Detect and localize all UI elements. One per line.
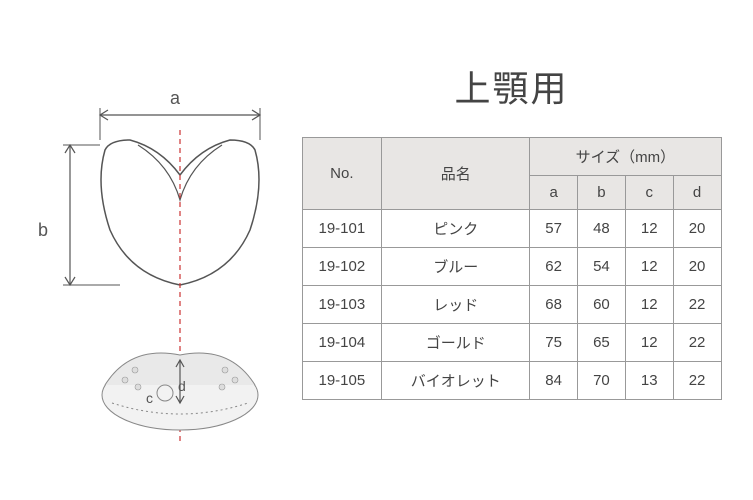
th-no: No. [302, 138, 382, 210]
cell-a: 68 [530, 286, 578, 324]
dim-label-d: d [178, 378, 186, 394]
size-table: No. 品名 サイズ（mm） a b c d 19-101ピンク57481220… [302, 137, 722, 400]
cell-a: 57 [530, 210, 578, 248]
th-name: 品名 [382, 138, 530, 210]
cell-b: 48 [578, 210, 626, 248]
th-b: b [578, 176, 626, 210]
table-panel: 上顎用 No. 品名 サイズ（mm） a b c d 19-101ピンク5748… [300, 0, 753, 500]
dim-label-b: b [38, 220, 48, 241]
diagram-panel: a b c d [0, 0, 300, 500]
cell-a: 84 [530, 362, 578, 400]
cell-name: ゴールド [382, 324, 530, 362]
cell-b: 70 [578, 362, 626, 400]
cell-d: 22 [673, 362, 721, 400]
cell-a: 75 [530, 324, 578, 362]
cell-b: 60 [578, 286, 626, 324]
table-row: 19-104ゴールド75651222 [302, 324, 721, 362]
cell-d: 22 [673, 324, 721, 362]
th-c: c [625, 176, 673, 210]
table-row: 19-101ピンク57481220 [302, 210, 721, 248]
cell-c: 12 [625, 286, 673, 324]
cell-d: 20 [673, 210, 721, 248]
cell-name: ブルー [382, 248, 530, 286]
table-body: 19-101ピンク5748122019-102ブルー6254122019-103… [302, 210, 721, 400]
th-a: a [530, 176, 578, 210]
cell-c: 12 [625, 210, 673, 248]
cell-no: 19-101 [302, 210, 382, 248]
cell-no: 19-102 [302, 248, 382, 286]
cell-no: 19-103 [302, 286, 382, 324]
cell-name: レッド [382, 286, 530, 324]
cell-name: ピンク [382, 210, 530, 248]
cell-no: 19-105 [302, 362, 382, 400]
cell-no: 19-104 [302, 324, 382, 362]
cell-b: 65 [578, 324, 626, 362]
cell-d: 22 [673, 286, 721, 324]
th-d: d [673, 176, 721, 210]
cell-b: 54 [578, 248, 626, 286]
cell-c: 12 [625, 324, 673, 362]
table-row: 19-102ブルー62541220 [302, 248, 721, 286]
page-title: 上顎用 [300, 60, 723, 112]
cell-c: 13 [625, 362, 673, 400]
dim-label-a: a [170, 88, 180, 109]
table-row: 19-103レッド68601222 [302, 286, 721, 324]
tray-diagram: a b c d [30, 90, 270, 440]
cell-c: 12 [625, 248, 673, 286]
dim-label-c: c [146, 390, 153, 406]
cell-name: バイオレット [382, 362, 530, 400]
table-row: 19-105バイオレット84701322 [302, 362, 721, 400]
th-size-group: サイズ（mm） [530, 138, 721, 176]
cell-a: 62 [530, 248, 578, 286]
cell-d: 20 [673, 248, 721, 286]
